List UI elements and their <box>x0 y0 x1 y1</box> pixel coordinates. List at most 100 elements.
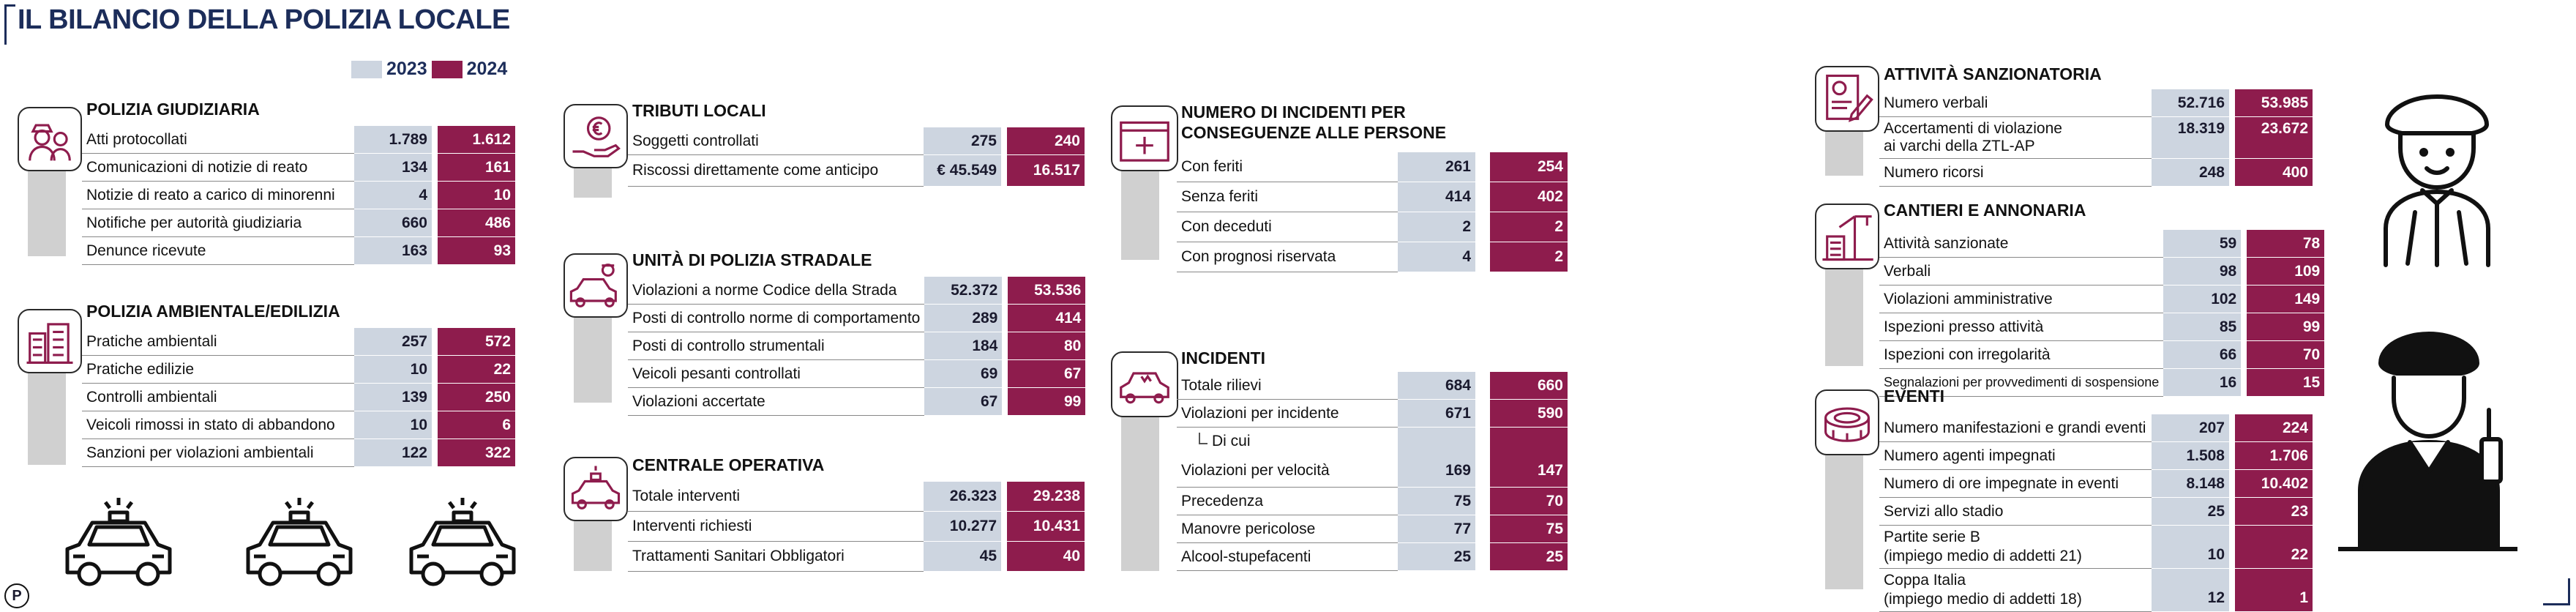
value-2024: 23.672 <box>2235 116 2313 159</box>
table-row: Partite serie B (impiego medio di addetti… <box>1879 525 2313 569</box>
value-2024: 15 <box>2247 368 2325 397</box>
value-2023: 52.372 <box>924 277 1003 305</box>
subheading-label: Di cui <box>1212 432 1251 449</box>
value-2023: 10 <box>354 355 432 384</box>
value-2023: 10.277 <box>924 511 1001 542</box>
value-2024: 10.402 <box>2235 469 2313 498</box>
value-2024: 254 <box>1490 152 1568 182</box>
value-2024: 70 <box>2247 340 2325 369</box>
table-row: Comunicazioni di notizie di reato 134 161 <box>82 153 515 182</box>
table-row: Trattamenti Sanitari Obbligatori 45 40 <box>628 541 1085 572</box>
table-row: Ispezioni con irregolarità 66 70 <box>1879 340 2325 369</box>
table-row: Posti di controllo strumentali 184 80 <box>628 332 1086 360</box>
row-label: Senza feriti <box>1177 182 1398 212</box>
value-2024: 10 <box>438 181 515 209</box>
row-label-line2: ai varchi della ZTL-AP <box>1884 138 2035 154</box>
row-label: Manovre pericolose <box>1177 515 1398 543</box>
row-label-line2: (impiego medio di addetti 21) <box>1884 548 2082 564</box>
value-2023: 184 <box>924 332 1003 360</box>
value-2024: 53.985 <box>2235 89 2313 117</box>
value-2023: 66 <box>2163 340 2242 369</box>
table-row: Totale interventi 26.323 29.238 <box>628 482 1085 512</box>
stadium-icon <box>1815 389 1879 455</box>
table-row: Denunce ricevute 163 93 <box>82 236 515 265</box>
value-2024: 572 <box>438 328 515 356</box>
row-label-subheading: Di cui <box>1177 428 1398 455</box>
value-2023: 414 <box>1398 182 1475 212</box>
value-2024: 1.612 <box>438 126 515 154</box>
row-label: Violazioni a norme Codice della Strada <box>628 277 925 305</box>
table-row: Numero di ore impegnate in eventi 8.148 10… <box>1879 469 2313 498</box>
value-2024: 80 <box>1008 332 1086 360</box>
value-2024: 109 <box>2247 257 2325 286</box>
row-label: Verbali <box>1879 257 2164 286</box>
row-label: Accertamenti di violazione <box>1884 120 2062 137</box>
row-label: Veicoli pesanti controllati <box>628 359 925 388</box>
row-label: Soggetti controllati <box>628 127 924 155</box>
value-2023: 169 <box>1398 455 1475 488</box>
police-officers-icon <box>18 107 82 171</box>
section-title-incidenti-persone-line1: NUMERO DI INCIDENTI PER <box>1181 102 1406 122</box>
row-label: Alcool-stupefacenti <box>1177 542 1398 571</box>
table-row: Con prognosi riservata 4 2 <box>1177 242 1568 272</box>
table-row: Controlli ambientali 139 250 <box>82 383 515 411</box>
table-row: Numero agenti impegnati 1.508 1.706 <box>1879 441 2313 470</box>
value-2023: 134 <box>354 153 432 182</box>
section-title-incidenti: INCIDENTI <box>1181 348 1265 367</box>
section-title-cantieri: CANTIERI E ANNONARIA <box>1884 201 2086 220</box>
value-2023: 275 <box>924 127 1001 155</box>
value-2024: 402 <box>1490 182 1568 212</box>
value-2024: 2 <box>1490 242 1568 272</box>
table-row: Manovre pericolose 77 75 <box>1177 515 1568 543</box>
value-2024: 40 <box>1007 541 1085 572</box>
legend-label-2024: 2024 <box>466 59 508 79</box>
row-label: Precedenza <box>1177 487 1398 515</box>
value-2023: 289 <box>924 304 1003 332</box>
table-row: Numero verbali 52.716 53.985 <box>1879 89 2313 117</box>
value-2023: 122 <box>354 439 432 467</box>
row-label: Numero di ore impegnate in eventi <box>1879 469 2152 498</box>
row-label: Denunce ricevute <box>82 236 354 265</box>
value-2023: 257 <box>354 328 432 356</box>
table-row: Attività sanzionate 59 78 <box>1879 230 2325 258</box>
value-2024: 6 <box>438 411 515 439</box>
row-label: Sanzioni per violazioni ambientali <box>82 439 354 467</box>
row-label-multiline: Accertamenti di violazione ai varchi dell… <box>1879 116 2152 159</box>
table-row: Con deceduti 2 2 <box>1177 212 1568 242</box>
value-2024: 240 <box>1007 127 1085 155</box>
value-2024: 29.238 <box>1007 482 1085 512</box>
value-2024: 486 <box>438 209 515 237</box>
table-row: Coppa Italia (impiego medio di addetti 18… <box>1879 568 2313 612</box>
row-label: Pratiche ambientali <box>82 328 354 356</box>
value-2023: 10 <box>354 411 432 439</box>
page-title: IL BILANCIO DELLA POLIZIA LOCALE <box>18 4 510 35</box>
table-row: Veicoli rimossi in stato di abbandono 10 6 <box>82 411 515 439</box>
table-row: Pratiche ambientali 257 572 <box>82 328 515 356</box>
table-row: Servizi allo stadio 25 23 <box>1879 497 2313 526</box>
section-title-eventi: EVENTI <box>1884 387 1945 406</box>
value-2023: 52.716 <box>2152 89 2229 117</box>
value-2024: 25 <box>1490 542 1568 571</box>
table-row: Alcool-stupefacenti 25 25 <box>1177 542 1568 571</box>
value-2024: 590 <box>1490 399 1568 428</box>
value-2024: 2 <box>1490 212 1568 242</box>
legend: 2023 2024 <box>351 59 512 80</box>
row-label: Coppa Italia <box>1884 572 1966 589</box>
row-label: Numero agenti impegnati <box>1879 441 2152 470</box>
value-2023: 26.323 <box>924 482 1001 512</box>
section-title-tributi: TRIBUTI LOCALI <box>632 101 766 120</box>
value-2024: 22 <box>438 355 515 384</box>
value-2024: 99 <box>2247 313 2325 341</box>
crashed-car-icon <box>1111 351 1178 417</box>
value-2024: 224 <box>2235 414 2313 442</box>
value-2023: 1.508 <box>2152 441 2229 470</box>
table-row: Pratiche edilizie 10 22 <box>82 355 515 384</box>
value-2023: 660 <box>354 209 432 237</box>
value-2023: 207 <box>2152 414 2229 442</box>
row-label: Violazioni per velocità <box>1177 455 1398 488</box>
value-2023: 8.148 <box>2152 469 2229 498</box>
table-row: Notifiche per autorità giudiziaria 660 486 <box>82 209 515 237</box>
value-2023: 2 <box>1398 212 1475 242</box>
table-ambientale: Pratiche ambientali 257 572 Pratiche edili… <box>82 328 515 467</box>
value-2023: 102 <box>2163 285 2242 313</box>
